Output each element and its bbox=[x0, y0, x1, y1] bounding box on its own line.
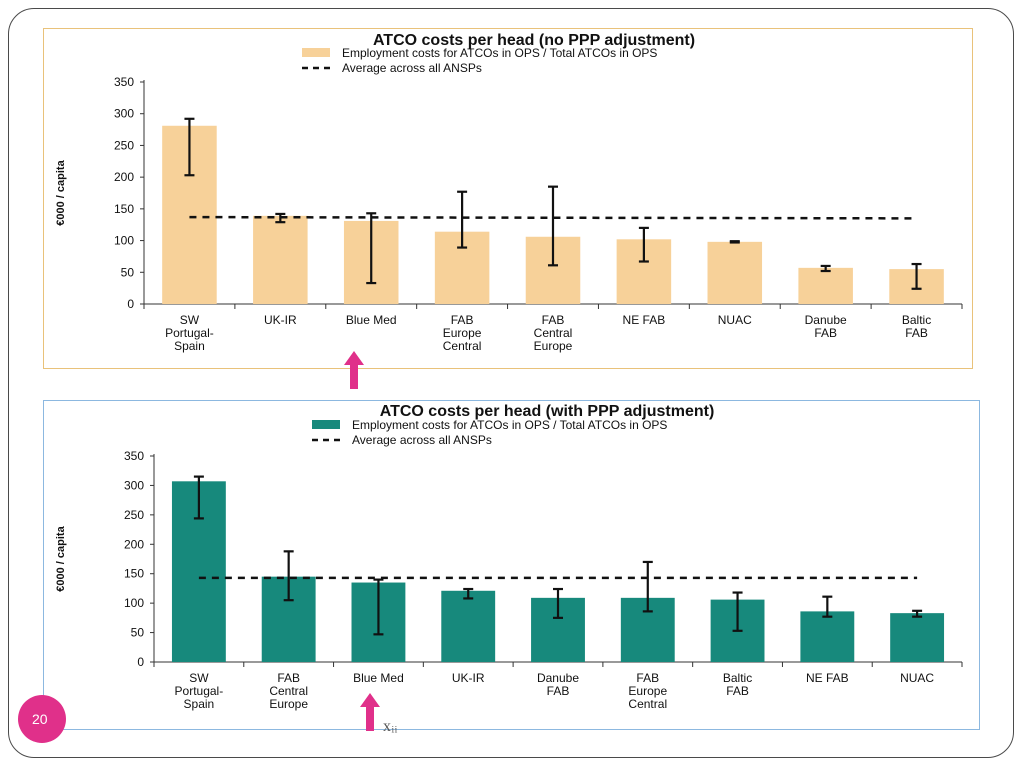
y-tick-label: 100 bbox=[114, 234, 134, 248]
x-tick-label: Central bbox=[628, 697, 667, 711]
y-tick-label: 250 bbox=[114, 138, 134, 152]
x-tick-label: Danube bbox=[805, 313, 847, 327]
chart-title: ATCO costs per head (with PPP adjustment… bbox=[380, 403, 715, 420]
x-tick-label: NUAC bbox=[900, 671, 934, 685]
x-tick-label: Europe bbox=[628, 684, 667, 698]
legend-label-average: Average across all ANSPs bbox=[342, 61, 482, 75]
x-tick-label: FAB bbox=[277, 671, 300, 685]
chart-with-ppp: ATCO costs per head (with PPP adjustment… bbox=[55, 403, 963, 711]
legend-swatch-bar bbox=[312, 420, 340, 429]
y-tick-label: 250 bbox=[124, 508, 144, 522]
y-tick-label: 50 bbox=[131, 626, 145, 640]
x-tick-label: Europe bbox=[443, 326, 482, 340]
chart-panel-with-ppp: ATCO costs per head (with PPP adjustment… bbox=[43, 400, 980, 730]
y-tick-label: 350 bbox=[124, 449, 144, 463]
chart-no-ppp: ATCO costs per head (no PPP adjustment)E… bbox=[55, 32, 963, 353]
footer-text: xᵢᵢ bbox=[383, 718, 398, 735]
arrow-up-icon bbox=[360, 693, 380, 731]
x-tick-label: UK-IR bbox=[264, 313, 297, 327]
y-tick-label: 200 bbox=[114, 170, 134, 184]
x-tick-label: Baltic bbox=[723, 671, 752, 685]
bar bbox=[798, 267, 853, 304]
x-tick-label: FAB bbox=[726, 684, 749, 698]
x-tick-label: Danube bbox=[537, 671, 579, 685]
y-tick-label: 350 bbox=[114, 75, 134, 89]
x-tick-label: Spain bbox=[184, 697, 215, 711]
x-tick-label: FAB bbox=[905, 326, 928, 340]
x-tick-label: NUAC bbox=[718, 313, 752, 327]
chart-title: ATCO costs per head (no PPP adjustment) bbox=[373, 32, 695, 49]
x-tick-label: FAB bbox=[542, 313, 565, 327]
arrow-up-icon bbox=[344, 351, 364, 389]
y-axis-label: €000 / capita bbox=[55, 525, 67, 591]
legend-label-average: Average across all ANSPs bbox=[352, 433, 492, 447]
x-tick-label: Portugal- bbox=[175, 684, 224, 698]
x-tick-label: Central bbox=[534, 326, 573, 340]
x-tick-label: Spain bbox=[174, 339, 205, 353]
x-tick-label: FAB bbox=[636, 671, 659, 685]
x-tick-label: FAB bbox=[814, 326, 837, 340]
y-tick-label: 100 bbox=[124, 596, 144, 610]
y-tick-label: 50 bbox=[121, 265, 135, 279]
legend-swatch-bar bbox=[302, 48, 330, 57]
x-tick-label: Blue Med bbox=[346, 313, 397, 327]
y-tick-label: 200 bbox=[124, 537, 144, 551]
x-tick-label: NE FAB bbox=[806, 671, 849, 685]
x-tick-label: Portugal- bbox=[165, 326, 214, 340]
x-tick-label: Europe bbox=[534, 339, 573, 353]
x-tick-label: SW bbox=[180, 313, 200, 327]
legend-label-bar: Employment costs for ATCOs in OPS / Tota… bbox=[342, 46, 657, 60]
average-line bbox=[189, 215, 917, 220]
x-tick-label: SW bbox=[189, 671, 209, 685]
page-number-badge: 20 bbox=[18, 695, 66, 743]
y-axis-label: €000 / capita bbox=[55, 159, 67, 225]
bar bbox=[890, 613, 945, 662]
x-tick-label: Europe bbox=[269, 697, 308, 711]
x-tick-label: UK-IR bbox=[452, 671, 485, 685]
x-tick-label: Central bbox=[443, 339, 482, 353]
x-tick-label: Blue Med bbox=[353, 671, 404, 685]
legend-label-bar: Employment costs for ATCOs in OPS / Tota… bbox=[352, 418, 667, 432]
bar bbox=[800, 611, 855, 662]
y-tick-label: 300 bbox=[114, 107, 134, 121]
chart-panel-no-ppp: ATCO costs per head (no PPP adjustment) E… bbox=[43, 28, 973, 369]
x-tick-label: Baltic bbox=[902, 313, 931, 327]
y-tick-label: 150 bbox=[124, 567, 144, 581]
x-tick-label: NE FAB bbox=[623, 313, 666, 327]
bar bbox=[441, 590, 496, 662]
bar bbox=[253, 215, 308, 304]
y-tick-label: 300 bbox=[124, 478, 144, 492]
x-tick-label: FAB bbox=[547, 684, 570, 698]
bar bbox=[707, 241, 763, 304]
x-tick-label: FAB bbox=[451, 313, 474, 327]
x-tick-label: Central bbox=[269, 684, 308, 698]
y-tick-label: 0 bbox=[127, 297, 134, 311]
y-tick-label: 0 bbox=[137, 655, 144, 669]
y-tick-label: 150 bbox=[114, 202, 134, 216]
